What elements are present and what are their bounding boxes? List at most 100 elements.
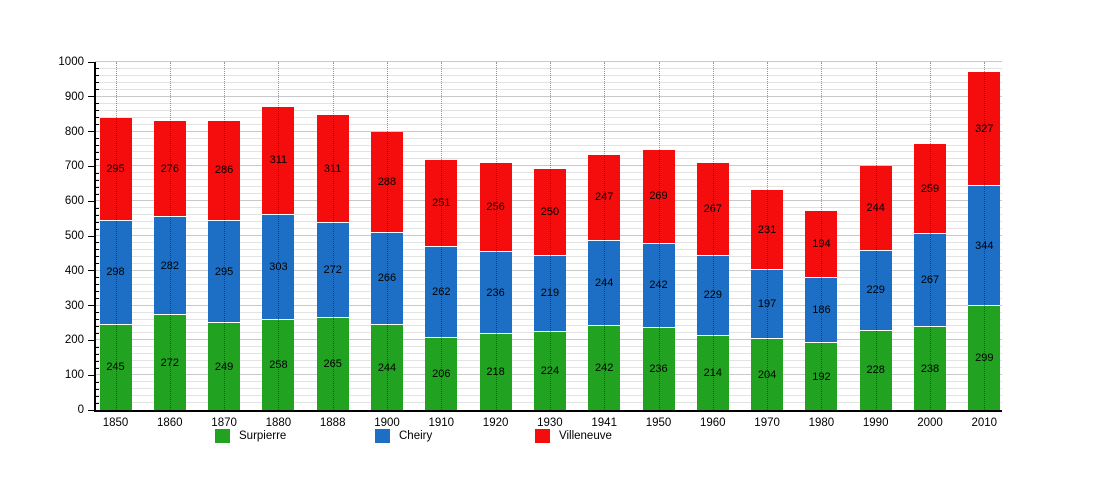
bar-value-label: 229 xyxy=(703,289,722,302)
xtic-grid-line xyxy=(658,62,660,410)
bar-segment-surpierre: 228 xyxy=(859,330,892,410)
bar-segment-cheiry: 295 xyxy=(208,220,241,324)
grid-line xyxy=(95,102,1002,104)
y-major-tick xyxy=(88,305,95,307)
x-tick-label: 1930 xyxy=(537,417,563,429)
x-tick-label: 1860 xyxy=(157,417,183,429)
grid-line xyxy=(95,165,1002,167)
y-tick-label: 600 xyxy=(64,195,84,208)
y-major-tick xyxy=(88,131,95,133)
y-tick-label: 400 xyxy=(64,264,84,277)
legend-swatch-surpierre xyxy=(215,429,230,443)
bar-segment-villeneuve: 327 xyxy=(968,72,1001,187)
grid-line xyxy=(95,151,1002,153)
bar-segment-villeneuve: 259 xyxy=(914,144,946,235)
bar-value-label: 295 xyxy=(214,265,234,278)
bar-segment-cheiry: 242 xyxy=(642,243,675,328)
xtic-grid-line xyxy=(767,62,769,410)
y-minor-tick xyxy=(95,221,99,223)
bar-value-label: 186 xyxy=(812,304,831,317)
x-tick-label: 1900 xyxy=(374,417,400,429)
x-tick-label: 1970 xyxy=(754,417,780,429)
bar-segment-surpierre: 206 xyxy=(425,338,458,410)
bar-segment-surpierre: 272 xyxy=(153,315,186,410)
y-minor-tick xyxy=(95,172,99,174)
y-minor-tick xyxy=(95,103,99,105)
x-tick-label: 1980 xyxy=(808,417,835,429)
y-minor-tick xyxy=(95,138,99,140)
grid-line xyxy=(95,116,1002,118)
xtic-grid-line xyxy=(332,62,334,410)
bar-value-label: 276 xyxy=(160,162,179,175)
y-major-tick xyxy=(88,339,95,341)
x-tick-label: 1870 xyxy=(211,417,237,429)
bar-segment-villeneuve: 276 xyxy=(153,121,186,218)
xtic-grid-line xyxy=(604,62,606,410)
bar-segment-surpierre: 265 xyxy=(316,317,349,410)
grid-line xyxy=(95,144,1002,146)
bar-segment-cheiry: 267 xyxy=(914,234,946,328)
bar-value-label: 214 xyxy=(703,366,722,379)
y-minor-tick xyxy=(95,388,99,390)
bar-value-label: 249 xyxy=(214,360,234,373)
y-minor-tick xyxy=(95,242,99,244)
bar-segment-cheiry: 344 xyxy=(968,186,1001,306)
bar-segment-cheiry: 266 xyxy=(371,232,403,326)
bar-value-label: 219 xyxy=(540,287,560,300)
y-tick-label: 100 xyxy=(64,369,84,382)
bar-segment-villeneuve: 251 xyxy=(425,159,458,248)
bar-segment-cheiry: 219 xyxy=(533,255,566,333)
bar-value-label: 299 xyxy=(975,351,994,364)
y-tick-label: 500 xyxy=(64,230,84,242)
x-tick-label: 2010 xyxy=(971,417,998,429)
bar-value-label: 236 xyxy=(649,362,668,375)
legend-swatch-cheiry xyxy=(375,429,390,443)
y-major-tick xyxy=(88,374,95,376)
bar-value-label: 267 xyxy=(920,274,940,287)
bar-segment-surpierre: 258 xyxy=(262,320,295,410)
bar-segment-cheiry: 262 xyxy=(425,247,458,339)
y-minor-tick xyxy=(95,124,99,126)
y-minor-tick xyxy=(95,186,99,188)
x-tick-label: 1990 xyxy=(862,417,889,429)
x-tick-label: 1880 xyxy=(265,417,292,429)
bar-segment-villeneuve: 311 xyxy=(316,114,349,224)
y-minor-tick xyxy=(95,395,99,397)
xtic-grid-line xyxy=(984,62,986,410)
y-minor-tick xyxy=(95,277,99,279)
grid-line xyxy=(95,95,1002,97)
bar-value-label: 192 xyxy=(812,370,831,383)
legend-item-villeneuve: Villeneuve xyxy=(535,428,612,444)
y-minor-tick xyxy=(95,402,99,404)
bar-segment-surpierre: 224 xyxy=(533,332,566,410)
y-minor-tick xyxy=(95,145,99,147)
bar-segment-cheiry: 236 xyxy=(479,252,512,335)
xtic-grid-line xyxy=(387,62,388,410)
grid-line xyxy=(95,123,1002,125)
bar-segment-villeneuve: 247 xyxy=(588,154,621,241)
bar-value-label: 229 xyxy=(866,284,885,297)
bar-segment-surpierre: 245 xyxy=(99,324,132,410)
x-tick-label: 1888 xyxy=(319,417,346,429)
y-major-tick xyxy=(88,165,95,167)
x-tick-label: 1850 xyxy=(102,417,129,429)
bar-segment-cheiry: 303 xyxy=(262,214,295,321)
bar-segment-cheiry: 229 xyxy=(696,255,729,336)
y-major-tick xyxy=(88,235,95,237)
y-minor-tick xyxy=(95,353,99,355)
y-minor-tick xyxy=(95,263,99,265)
xtic-grid-line xyxy=(495,62,497,410)
y-minor-tick xyxy=(95,82,99,84)
xtic-grid-line xyxy=(169,62,171,410)
bar-value-label: 218 xyxy=(486,366,505,379)
bar-value-label: 262 xyxy=(432,286,451,299)
bar-value-label: 267 xyxy=(703,202,722,215)
grid-line xyxy=(95,88,1002,90)
y-major-tick xyxy=(88,96,95,98)
bar-segment-villeneuve: 244 xyxy=(859,166,892,251)
legend-label-cheiry: Cheiry xyxy=(399,430,433,442)
x-tick-label: 1920 xyxy=(482,417,509,429)
bar-value-label: 295 xyxy=(106,163,125,176)
bar-value-label: 282 xyxy=(160,259,179,272)
